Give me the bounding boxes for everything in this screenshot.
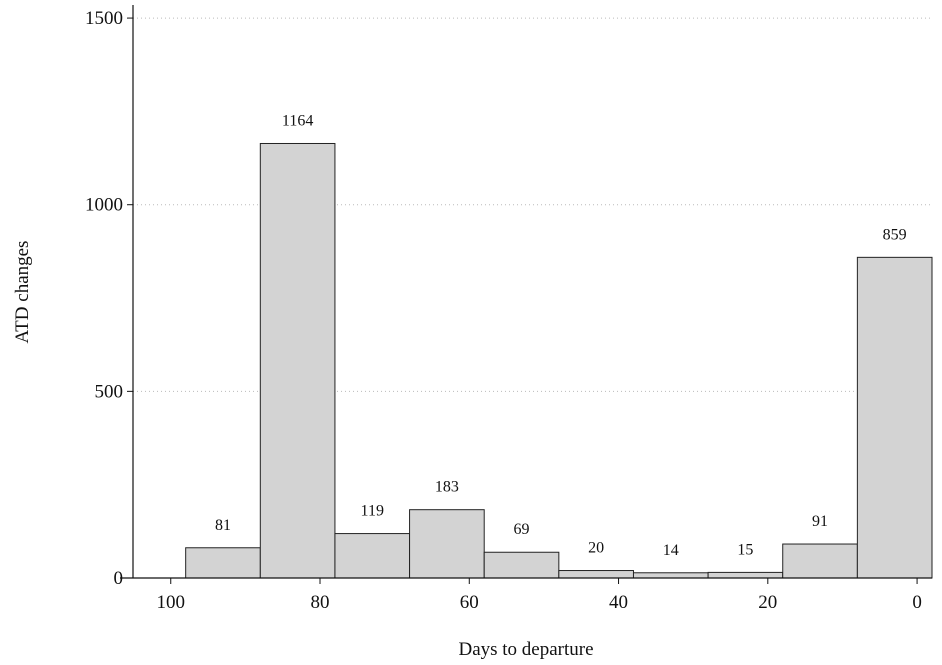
bar [856,256,933,579]
bar [632,572,709,579]
bar [334,533,411,579]
y-tick-label: 1500 [85,8,123,29]
bar [409,509,485,579]
x-axis-label: Days to departure [458,639,593,660]
data-label: 81 [215,517,231,534]
y-tick-label: 0 [114,568,124,589]
data-label: 15 [737,541,753,558]
y-tick-label: 500 [95,381,124,402]
data-label: 91 [812,513,828,530]
x-tick-label: 80 [311,592,330,613]
bar [185,547,261,579]
x-tick-label: 60 [460,592,479,613]
data-label: 69 [514,521,530,538]
data-label: 119 [361,503,384,520]
bar [707,571,784,579]
data-label: 859 [883,226,907,243]
x-tick-label: 40 [609,592,628,613]
data-label: 183 [435,479,459,496]
bar [259,142,336,579]
y-tick-label: 1000 [85,195,123,216]
data-label: 14 [663,542,679,559]
bar [782,543,858,579]
y-axis-label: ATD changes [12,241,33,344]
x-tick-label: 100 [157,592,186,613]
data-label: 20 [588,540,604,557]
x-tick-label: 0 [912,592,922,613]
x-tick-label: 20 [758,592,777,613]
bar [483,551,560,579]
data-label: 1164 [282,112,313,129]
bar [558,570,634,579]
